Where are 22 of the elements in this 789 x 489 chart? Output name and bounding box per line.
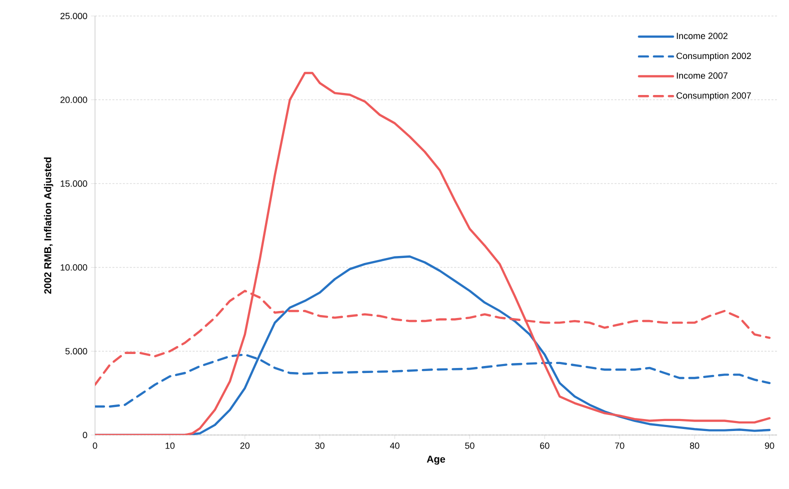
x-tick-label: 50 [465, 442, 474, 449]
x-tick-label: 70 [615, 442, 624, 449]
legend-label: Consumption 2007 [676, 92, 751, 100]
y-axis-title: 2002 RMB, Inflation Adjusted [44, 158, 54, 294]
x-tick-label: 60 [540, 442, 550, 449]
x-tick-label: 90 [764, 442, 774, 449]
x-tick-label: 40 [390, 442, 400, 449]
legend-label: Income 2002 [676, 32, 728, 40]
y-tick-label: 5.000 [65, 348, 88, 354]
y-tick-label: 10.000 [60, 264, 88, 271]
x-tick-label: 0 [92, 442, 98, 449]
y-tick-label: 0 [82, 432, 88, 438]
x-tick-label: 80 [690, 442, 700, 449]
legend-label: Consumption 2002 [676, 52, 751, 61]
y-tick-label: 15.000 [60, 180, 88, 187]
x-tick-label: 20 [240, 442, 250, 449]
legend-label: Income 2007 [676, 72, 728, 79]
x-tick-label: 30 [315, 442, 324, 449]
x-tick-label: 10 [166, 442, 175, 449]
x-axis-title: Age [426, 456, 446, 465]
y-tick-label: 20.000 [60, 96, 88, 103]
y-tick-label: 25.000 [60, 12, 88, 20]
